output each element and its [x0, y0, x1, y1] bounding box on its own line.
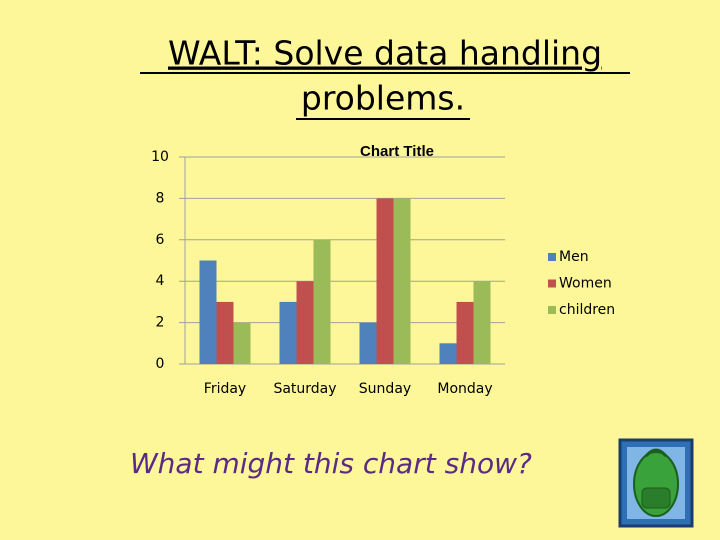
y-tick-label: 6 — [156, 232, 165, 248]
y-tick-label: 4 — [156, 273, 165, 289]
x-tick-label: Monday — [437, 381, 492, 397]
bar — [456, 301, 474, 364]
y-tick-label: 0 — [156, 356, 165, 372]
x-tick-label: Sunday — [359, 381, 411, 397]
legend-label: children — [559, 302, 615, 318]
y-tick-label: 10 — [151, 149, 169, 165]
bar — [439, 343, 457, 364]
question: What might this chart show? — [130, 447, 532, 480]
bar — [216, 301, 234, 364]
bar — [313, 239, 331, 364]
legend-label: Women — [559, 276, 612, 292]
slide-heading: problems. — [301, 79, 465, 118]
y-tick-label: 2 — [156, 315, 165, 331]
bar — [376, 198, 394, 364]
legend-swatch — [548, 253, 556, 261]
bar — [233, 322, 251, 364]
legend-swatch — [548, 306, 556, 314]
x-tick-label: Saturday — [273, 381, 336, 397]
bar — [296, 281, 314, 364]
bar — [279, 301, 297, 364]
bar — [359, 322, 377, 364]
legend-label: Men — [559, 249, 589, 265]
backpack-icon — [618, 438, 694, 528]
slide-heading: WALT: Solve data handling — [168, 34, 602, 73]
chart-title: Chart Title — [360, 143, 434, 160]
y-tick-label: 8 — [156, 190, 165, 206]
bar — [473, 281, 491, 364]
legend-swatch — [548, 279, 556, 288]
bar — [393, 198, 411, 364]
chart: 0 2 4 6 8 10 Friday Saturday Sunday Monday Men Wome… — [151, 149, 615, 397]
x-tick-label: Friday — [204, 381, 246, 397]
bar — [199, 260, 217, 364]
